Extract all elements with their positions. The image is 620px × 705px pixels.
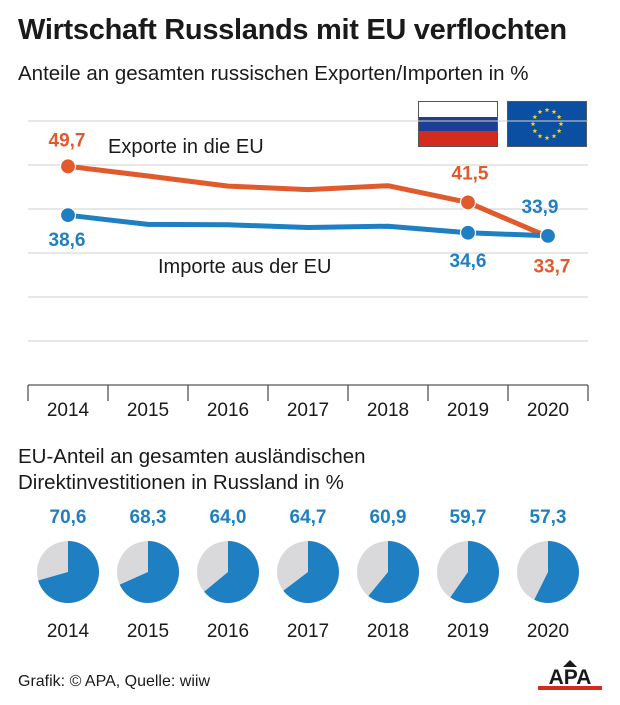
data-label-exports-2019: 41,5 <box>452 163 489 184</box>
series-name-imports: Importe aus der EU <box>158 256 331 278</box>
pie-value-label-2015: 68,3 <box>130 507 167 528</box>
eu-star-4 <box>558 121 564 127</box>
russia-flag <box>418 101 498 147</box>
eu-star-2 <box>551 109 557 114</box>
line-chart: 2014 2015 2016 2017 2018 2019 2020 49,7 41,5 33,7… <box>27 120 589 421</box>
pie-value-label-2019: 59,7 <box>450 507 487 528</box>
pie-year-label-2015: 2015 <box>127 621 169 642</box>
point-exports-2014 <box>59 158 77 175</box>
eu-star-3 <box>556 114 562 120</box>
x-tick-label-2015: 2015 <box>127 400 169 421</box>
eu-star-9 <box>532 128 538 134</box>
eu-stars-icon <box>530 107 564 141</box>
eu-star-7 <box>544 135 550 141</box>
chart-subtitle: Anteile an gesamten russischen Exporten/… <box>18 62 529 85</box>
eu-star-6 <box>551 133 557 139</box>
pie-value-label-2020: 57,3 <box>530 507 567 528</box>
apa-logo-triangle <box>563 660 577 667</box>
eu-star-5 <box>556 128 562 134</box>
eu-flag <box>507 101 587 147</box>
pies-title: EU-Anteil an gesamten ausländischen Dire… <box>18 444 366 496</box>
series-name-exports: Exporte in die EU <box>108 136 264 158</box>
point-exports-2019 <box>459 194 477 211</box>
pie-slice-eu-2019 <box>450 541 499 603</box>
pie-year-label-2019: 2019 <box>447 621 489 642</box>
pie-slice-eu-2016 <box>204 541 259 603</box>
pie-slice-eu-2017 <box>283 541 340 603</box>
data-label-exports-2014: 49,7 <box>49 130 86 151</box>
x-tick-label-2016: 2016 <box>207 400 249 421</box>
source-note: Grafik: © APA, Quelle: wiiw <box>18 673 210 690</box>
pie-year-label-2017: 2017 <box>287 621 329 642</box>
pie-slice-eu-2015 <box>119 541 180 603</box>
apa-logo-text: APA <box>549 666 592 689</box>
x-tick-label-2020: 2020 <box>527 400 569 421</box>
pie-year-label-2014: 2014 <box>47 621 90 642</box>
pies-title-line-1: EU-Anteil an gesamten ausländischen <box>18 445 366 468</box>
point-imports-2020 <box>539 227 557 244</box>
russia-flag-stripe-red <box>419 131 497 146</box>
eu-star-8 <box>537 133 543 139</box>
pie-slice-eu-2020 <box>534 541 579 603</box>
eu-star-1 <box>544 107 550 113</box>
pie-slice-eu-2014 <box>38 541 100 603</box>
point-imports-2019 <box>459 224 477 241</box>
x-tick-label-2018: 2018 <box>367 400 409 421</box>
pie-value-label-2014: 70,6 <box>50 507 87 528</box>
apa-logo: APA <box>538 660 602 690</box>
pie-value-label-2018: 60,9 <box>370 507 407 528</box>
data-label-imports-2019: 34,6 <box>450 251 487 272</box>
eu-star-11 <box>532 114 538 120</box>
x-tick-label-2019: 2019 <box>447 400 489 421</box>
data-label-imports-2020: 33,9 <box>522 197 559 218</box>
x-tick-label-2014: 2014 <box>47 400 90 421</box>
russia-flag-stripe-blue <box>419 116 497 132</box>
pie-value-label-2017: 64,7 <box>290 507 327 528</box>
pie-year-label-2018: 2018 <box>367 621 409 642</box>
pie-year-label-2020: 2020 <box>527 621 569 642</box>
apa-logo-bar <box>538 686 602 690</box>
pies-title-line-2: Direktinvestitionen in Russland in % <box>18 471 344 494</box>
data-label-imports-2014: 38,6 <box>49 230 86 251</box>
russia-flag-stripe-white <box>419 102 497 117</box>
eu-star-12 <box>537 109 543 114</box>
pie-year-label-2016: 2016 <box>207 621 249 642</box>
x-tick-label-2017: 2017 <box>287 400 329 421</box>
pie-value-label-2016: 64,0 <box>210 507 247 528</box>
data-label-exports-2020: 33,7 <box>534 257 571 278</box>
point-imports-2014 <box>59 207 77 224</box>
chart-title: Wirtschaft Russlands mit EU verflochten <box>18 14 567 46</box>
pie-chart: 70,6 2014 68,3 2015 64,0 2016 64,7 2017 60,9 2018… <box>37 507 579 642</box>
pie-slice-eu-2018 <box>368 541 419 603</box>
eu-star-10 <box>530 121 536 127</box>
